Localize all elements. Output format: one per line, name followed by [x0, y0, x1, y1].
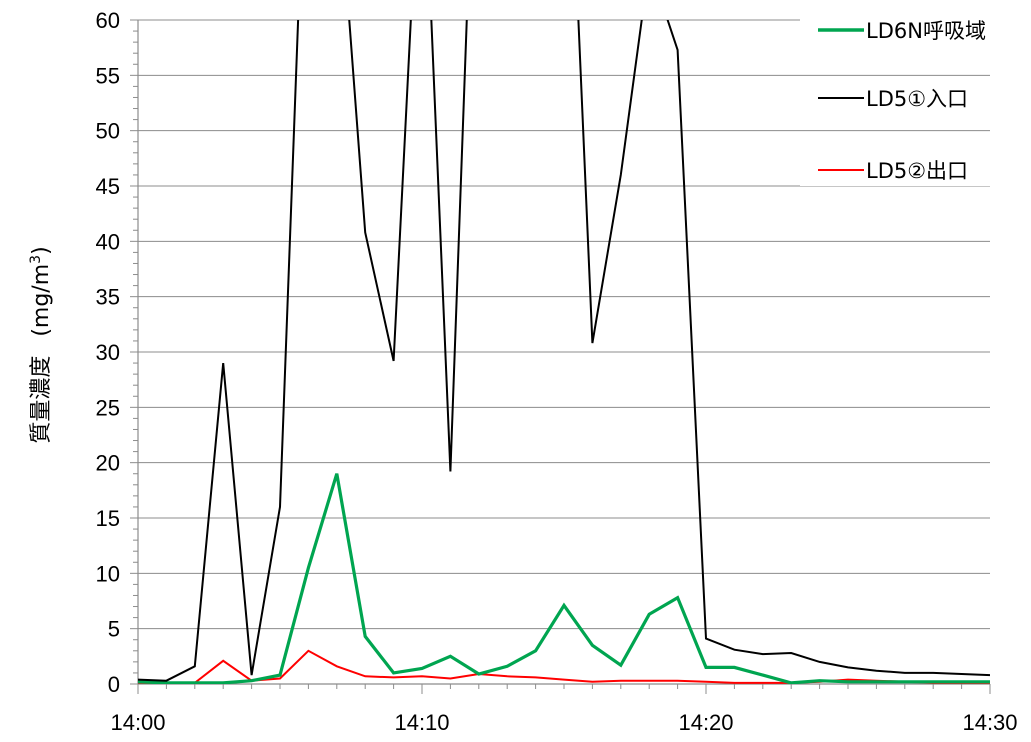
series-line-2 [138, 20, 990, 682]
y-tick-label: 0 [108, 672, 120, 697]
series-line-1 [138, 473, 990, 684]
y-tick-label: 60 [96, 8, 120, 33]
y-tick-label: 20 [96, 451, 120, 476]
y-tick-label: 25 [96, 395, 120, 420]
gridlines [138, 19, 990, 630]
axes [130, 19, 991, 694]
series-lines [138, 20, 990, 684]
y-tick-label: 10 [96, 561, 120, 586]
y-tick-label: 55 [96, 63, 120, 88]
y-axis-label-main: 質量濃度 [29, 356, 54, 444]
y-tick-label: 15 [96, 506, 120, 531]
x-tick-label: 14:20 [678, 710, 733, 735]
x-tick-label: 14:00 [110, 710, 165, 735]
y-tick-label: 40 [96, 229, 120, 254]
y-axis-label-close: ) [29, 246, 54, 255]
legend: LD6N呼吸域 LD5①入口 LD5②出口 [800, 12, 1030, 186]
y-tick-label: 35 [96, 285, 120, 310]
legend-entry-label: LD5②出口 [866, 159, 968, 183]
y-tick-label: 30 [96, 340, 120, 365]
y-tick-label: 45 [96, 174, 120, 199]
y-tick-label: 5 [108, 617, 120, 642]
y-axis-label-unit: (mg/m [29, 264, 54, 337]
y-axis-label-superscript: 3 [28, 255, 44, 264]
legend-entry-label: LD6N呼吸域 [866, 19, 986, 43]
series-line-3 [138, 649, 990, 684]
y-axis-label: 質量濃度 (mg/m3) [28, 246, 54, 443]
x-tick-label: 14:30 [962, 710, 1017, 735]
x-tick-labels: 14:00 14:10 14:20 14:30 [110, 710, 1017, 735]
x-tick-label: 14:10 [394, 710, 449, 735]
y-tick-labels: 0 5 10 15 20 25 30 35 40 45 50 55 60 [96, 8, 120, 697]
legend-entry-label: LD5①入口 [866, 87, 968, 111]
y-tick-label: 50 [96, 119, 120, 144]
